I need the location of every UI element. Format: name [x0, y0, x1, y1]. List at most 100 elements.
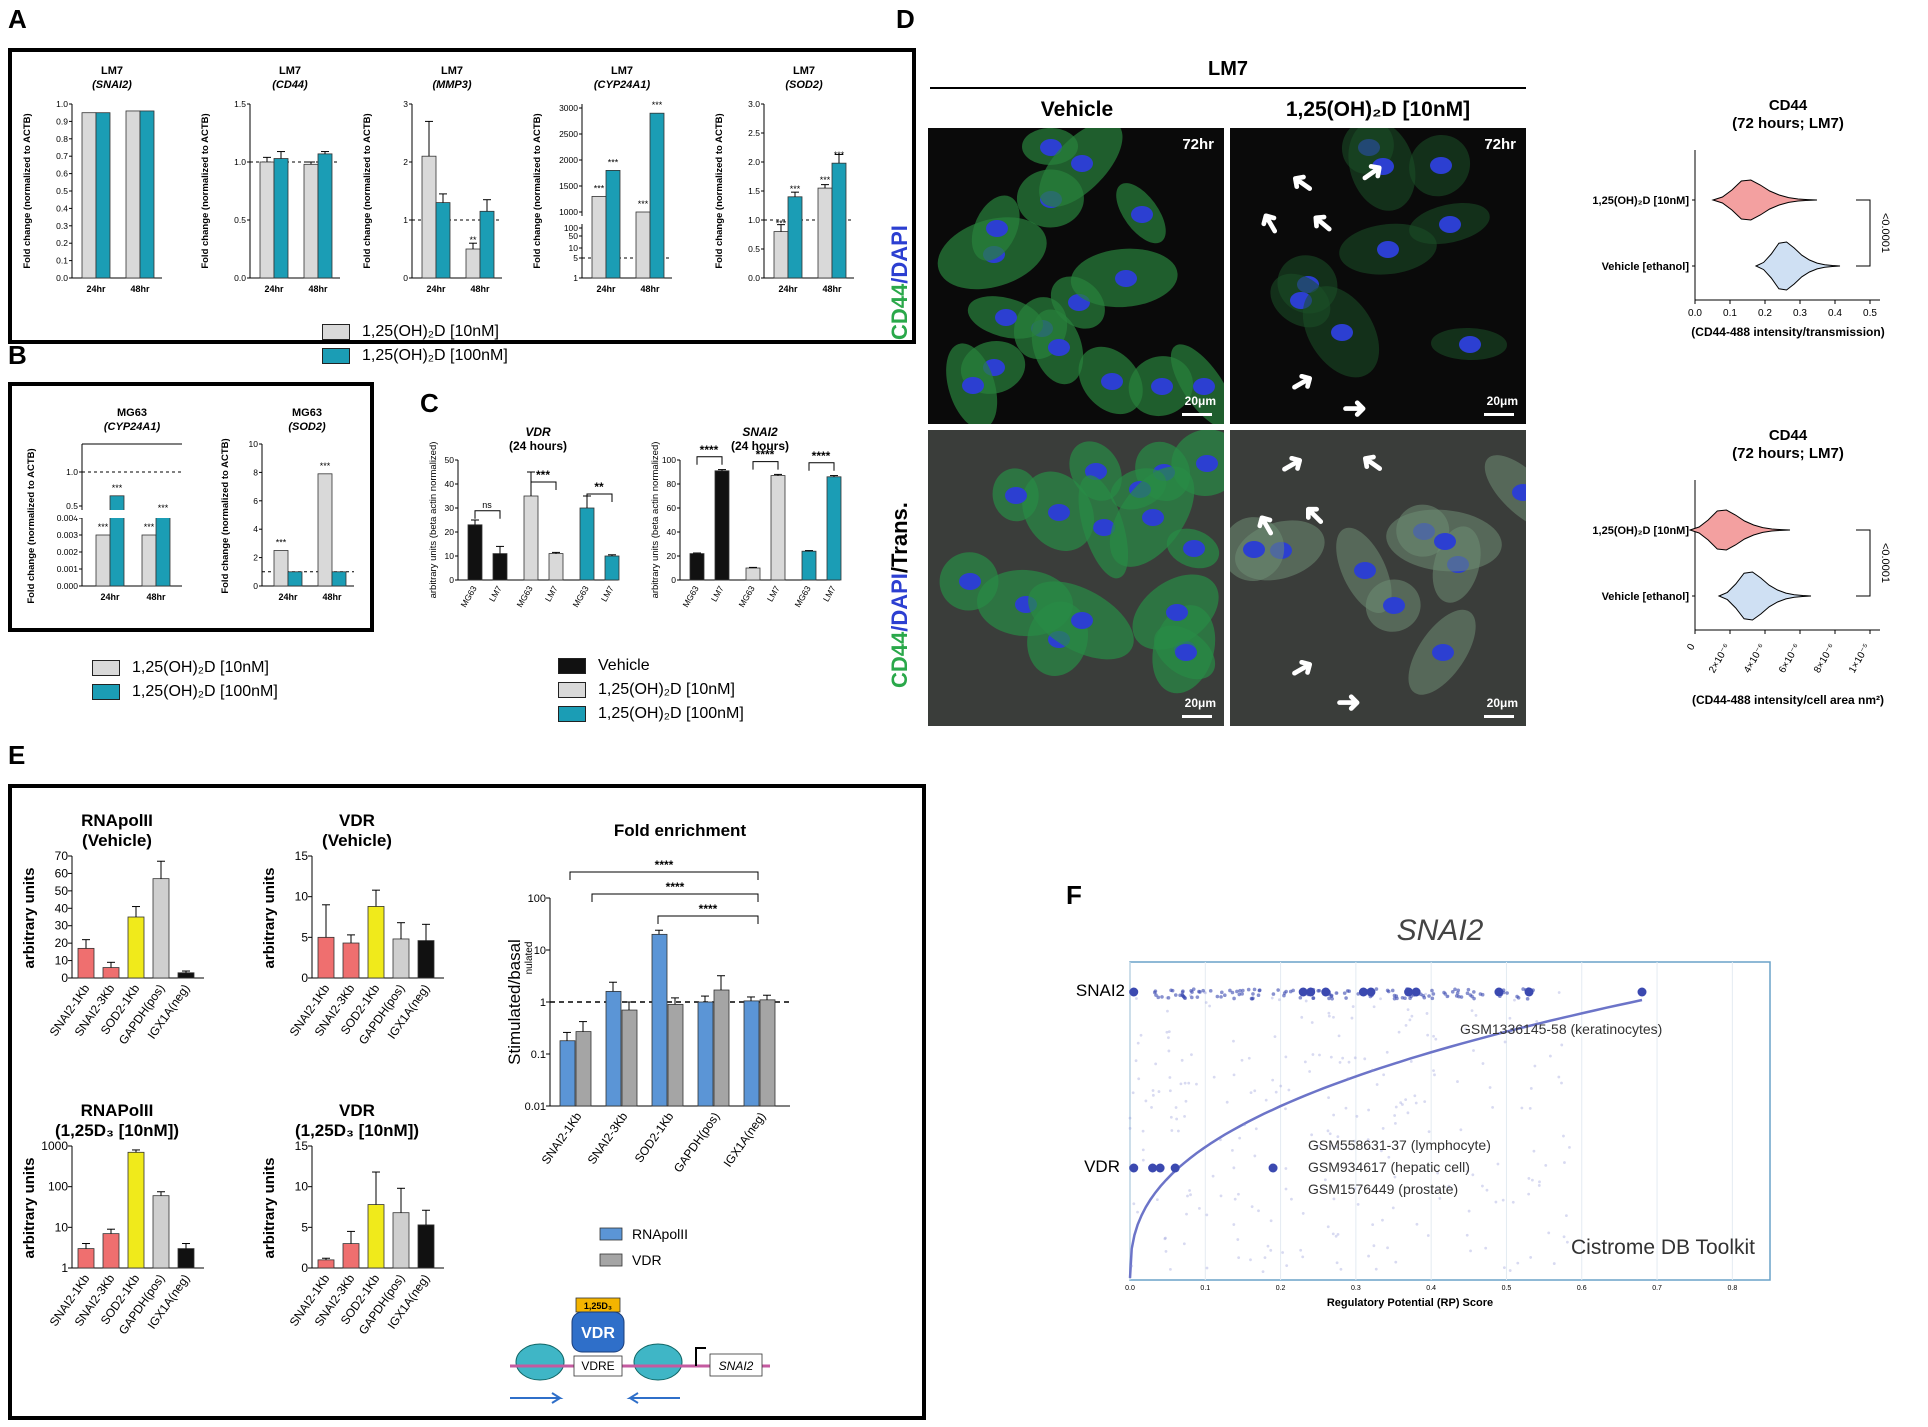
significance: ****: [666, 880, 685, 894]
background-point: [1284, 1107, 1287, 1111]
bar: [689, 553, 705, 581]
significance-bracket: [586, 493, 613, 502]
background-point: [1415, 1222, 1419, 1226]
background-point: [1335, 1261, 1339, 1265]
background-point: [1169, 1267, 1172, 1271]
row2-label-cd44: CD44: [887, 631, 912, 688]
bar: [417, 1224, 435, 1269]
background-point: [1281, 1251, 1284, 1254]
y-tick-label: 1.0: [66, 467, 78, 477]
background-point: [1372, 1244, 1376, 1248]
x-tick-label: 0.3: [1351, 1285, 1361, 1292]
panel-f-chart: SNAI2 0.0 0.1 0.2 0.3 0.4 0.5 0.6 0.7 0.8 Regulato…: [1076, 914, 1771, 1309]
bar-rnapolii: [697, 1001, 714, 1107]
background-point: [1491, 1105, 1494, 1109]
nucleus: [1192, 378, 1215, 396]
background-point: [1394, 1105, 1398, 1109]
background-point: [1339, 1267, 1343, 1271]
background-point: [1332, 1197, 1336, 1201]
bar: [317, 1259, 335, 1269]
background-point: [1287, 1088, 1291, 1092]
snai2-row-point: [1456, 988, 1461, 993]
panel-d-violins: CD44(72 hours; LM7)1,25(OH)₂D [10nM]Vehi…: [1592, 100, 1891, 707]
significance: ***: [320, 461, 331, 471]
background-point: [1355, 1114, 1359, 1118]
y-tick-label: 0.0: [56, 273, 68, 283]
background-point: [1186, 1194, 1189, 1198]
x-axis-label: (CD44-488 intensity/transmission): [1691, 325, 1884, 339]
bar: [604, 555, 620, 581]
x-tick-label: 0.8: [1727, 1285, 1737, 1292]
background-point: [1263, 1256, 1267, 1260]
y-tick-label: 0.4: [56, 203, 68, 213]
background-point: [1371, 1068, 1374, 1072]
background-point: [1290, 1197, 1293, 1201]
background-point: [1279, 1084, 1283, 1088]
background-point: [1195, 1082, 1198, 1086]
snai2-row-point: [1282, 991, 1287, 995]
background-point: [1166, 1009, 1169, 1013]
snai2-row-point: [1334, 991, 1339, 995]
scale-bar: [1484, 715, 1514, 718]
y-tick-label: 100: [662, 455, 676, 465]
y-axis-label: arbitrary units: [21, 868, 38, 969]
y-tick-label: 1: [61, 1261, 68, 1275]
background-point: [1168, 1089, 1172, 1093]
y-axis-label: arbitrary units (beta actin normalized): [650, 442, 661, 599]
cell-field: [928, 430, 1224, 726]
background-point: [1337, 1034, 1341, 1038]
bar-10nm: [125, 110, 141, 279]
background-point: [1141, 1129, 1145, 1133]
legend-label-100nm: 1,25(OH)₂D [100nM]: [362, 347, 508, 364]
x-tick-label: 8×10⁻⁶: [1812, 642, 1837, 675]
background-point: [1426, 1033, 1430, 1037]
nucleus: [1196, 455, 1219, 473]
snai2-row-point: [1251, 992, 1255, 996]
background-point: [1548, 1054, 1552, 1058]
col-label-treated: 1,25(OH)₂D [10nM]: [1285, 98, 1471, 121]
significance: ****: [756, 448, 775, 462]
snai2-row-point: [1208, 989, 1213, 993]
background-point: [1452, 1169, 1456, 1173]
axis-break: [576, 216, 676, 224]
y-tick-label: 100: [48, 1180, 68, 1194]
background-point: [1304, 999, 1308, 1003]
significance: ***: [158, 503, 169, 513]
legend-swatch-100nm-b: [92, 684, 120, 700]
chart-gene: (SNAI2): [92, 79, 132, 91]
background-point: [1535, 1019, 1539, 1023]
bar: [77, 947, 95, 979]
x-tick-label: 48hr: [640, 284, 660, 294]
background-point: [1562, 1134, 1565, 1138]
bar: [770, 475, 786, 581]
snai2-row-point: [1521, 987, 1525, 991]
row-label-vdr: VDR: [1084, 1157, 1120, 1176]
x-tick-label: LM7: [765, 584, 782, 604]
vdr-highlight-point: [1268, 1163, 1278, 1173]
background-point: [1560, 1081, 1563, 1085]
background-point: [1351, 1005, 1355, 1008]
background-point: [1332, 1113, 1336, 1117]
background-point: [1150, 1106, 1153, 1109]
background-point: [1529, 1256, 1533, 1259]
background-point: [1564, 1214, 1568, 1218]
panel-e-charts: RNApolII(Vehicle)arbitrary units01020304…: [21, 811, 790, 1404]
background-point: [1485, 1028, 1489, 1032]
chart-subtitle: (1,25D₃ [10nM]): [295, 1121, 419, 1140]
significance: ***: [820, 175, 831, 185]
background-point: [1284, 1167, 1288, 1170]
x-tick-label: 48hr: [308, 284, 328, 294]
background-point: [1301, 1255, 1305, 1259]
background-point: [1266, 1244, 1270, 1248]
y-tick-label: 1.5: [748, 186, 760, 196]
chart-a-2: LM7 (CD44) Fold change (normalized to ACTB…: [200, 65, 340, 294]
panel-letter-d: D: [896, 4, 915, 34]
background-point: [1544, 1163, 1548, 1167]
chart-title: SNAI2: [742, 425, 778, 439]
background-point: [1496, 1162, 1500, 1166]
nucleus: [985, 220, 1008, 238]
background-point: [1562, 1235, 1566, 1239]
x-tick-label: SNAI2-3Kb: [585, 1109, 631, 1166]
background-point: [1387, 1155, 1391, 1159]
violin-chart-2: CD44(72 hours; LM7) 1,25(OH)₂D [10nM] Vehi…: [1592, 427, 1891, 707]
